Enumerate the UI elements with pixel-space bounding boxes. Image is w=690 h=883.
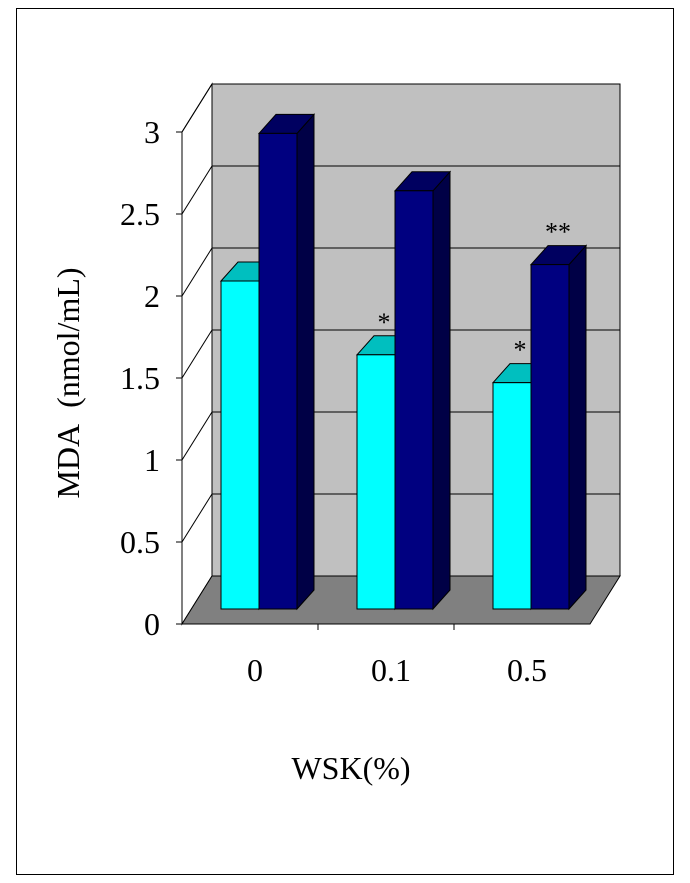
y-tick-label: 1: [144, 442, 160, 478]
y-tick-label: 0.5: [120, 524, 160, 560]
bar-front: [356, 354, 396, 610]
bar: [529, 244, 588, 611]
bar: [257, 113, 316, 611]
significance-marker: **: [545, 218, 571, 247]
y-tick-label: 3: [144, 114, 160, 150]
gridline-side: [181, 329, 213, 379]
y-tick-label: 2.5: [120, 196, 160, 232]
bars: ****: [219, 113, 588, 611]
bar-front: [220, 280, 260, 610]
x-tick-label: 0.1: [371, 652, 411, 688]
y-ticks: 0 0.5 1 1.5 2 2.5 3: [120, 114, 182, 642]
bar-side: [296, 113, 315, 611]
bar-side: [432, 170, 451, 611]
y-tick-label: 1.5: [120, 360, 160, 396]
gridline-side: [181, 411, 213, 461]
x-ticks: 0 0.1 0.5: [247, 624, 547, 688]
gridline-side: [181, 83, 213, 133]
bar-side: [568, 244, 587, 611]
bar-front: [492, 382, 532, 610]
bar-front: [394, 190, 434, 610]
bar-front: [258, 132, 298, 610]
gridline-side: [181, 247, 213, 297]
y-tick-label: 2: [144, 278, 160, 314]
x-tick-label: 0: [247, 652, 263, 688]
significance-marker: *: [514, 336, 527, 365]
gridline-side: [181, 493, 213, 543]
y-axis-title: MDA (nmol/mL): [50, 267, 86, 498]
y-tick-label: 0: [144, 606, 160, 642]
x-axis-title: WSK(%): [291, 750, 410, 786]
bar-front: [530, 264, 570, 610]
bar: [393, 170, 452, 611]
gridline-side: [181, 165, 213, 215]
x-tick-label: 0.5: [507, 652, 547, 688]
significance-marker: *: [378, 308, 391, 337]
